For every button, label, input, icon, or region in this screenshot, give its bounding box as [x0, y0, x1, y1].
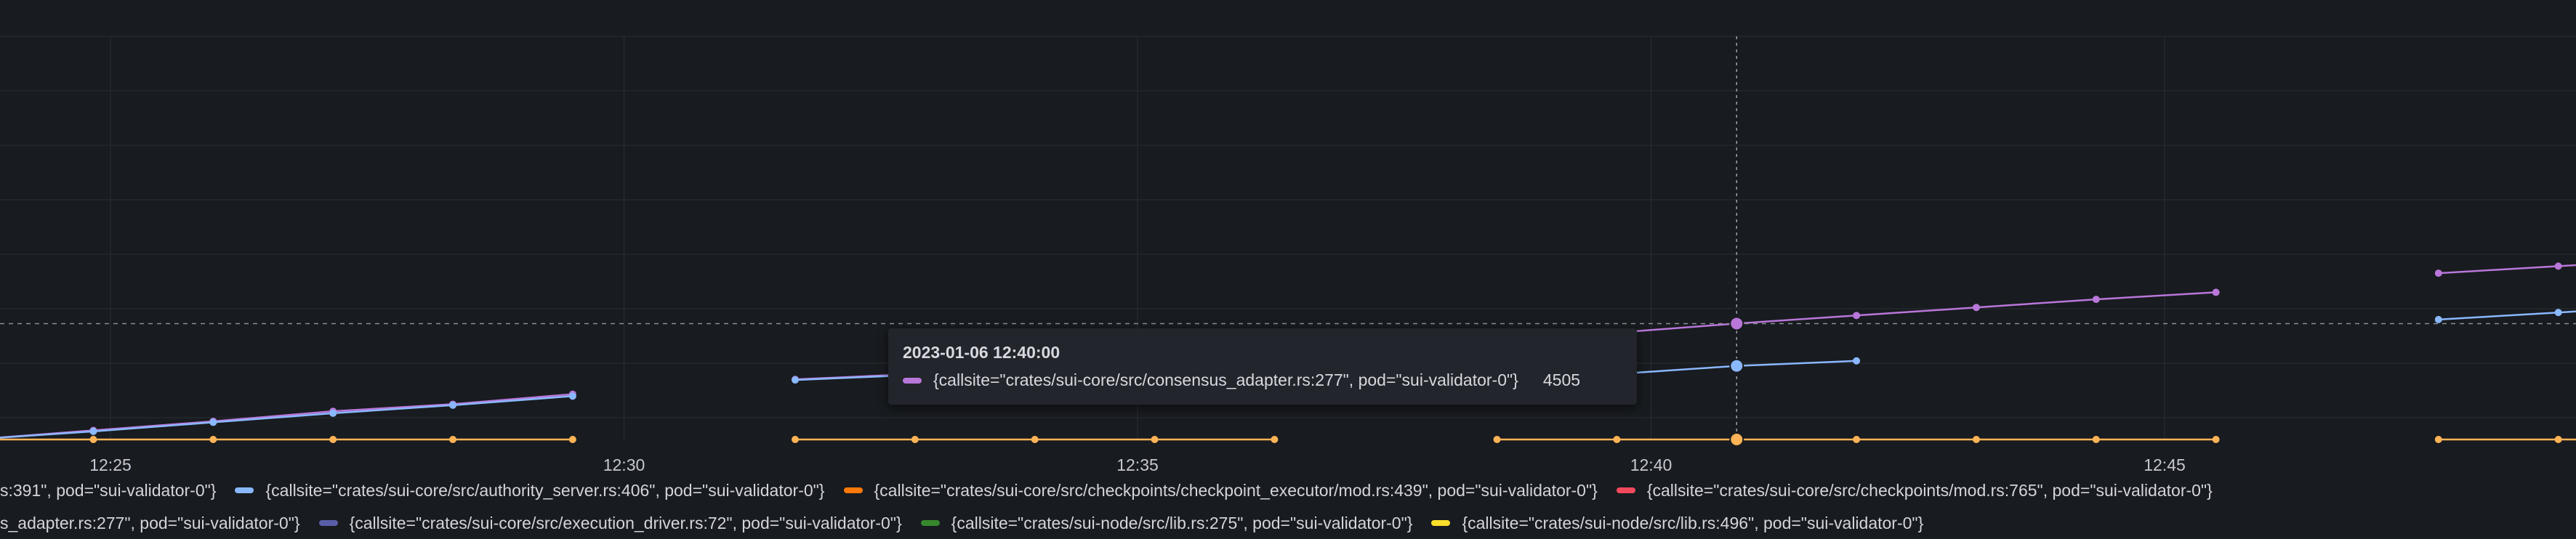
- tooltip-series-label: {callsite="crates/sui-core/src/consensus…: [933, 370, 1518, 389]
- data-point: [329, 409, 337, 417]
- data-point: [1853, 357, 1861, 365]
- legend-swatch: [318, 520, 338, 526]
- x-tick-label: 12:35: [1116, 455, 1159, 474]
- data-point: [2092, 436, 2100, 443]
- data-point: [209, 436, 217, 443]
- x-axis: 12:2512:3012:3512:4012:4512:5012:5513:00…: [89, 455, 2186, 474]
- legend-item[interactable]: {callsite="crates/sui-node/src/lib.rs:49…: [1431, 514, 1923, 533]
- legend-label: s_adapter.rs:277", pod="sui-validator-0"…: [0, 513, 300, 532]
- legend-item[interactable]: s:391", pod="sui-validator-0"}: [0, 481, 216, 500]
- legend-item[interactable]: {callsite="crates/sui-core/src/checkpoin…: [1616, 480, 2213, 500]
- legend-label: {callsite="crates/sui-core/src/execution…: [349, 513, 902, 532]
- data-point: [568, 436, 576, 443]
- data-point: [1972, 304, 1980, 312]
- data-point: [1493, 436, 1501, 443]
- data-point: [2434, 270, 2442, 277]
- legend-row: s_adapter.rs:277", pod="sui-validator-0"…: [0, 509, 1942, 537]
- data-point: [89, 436, 97, 443]
- legend-swatch: [843, 487, 863, 493]
- tooltip-row: {callsite="crates/sui-core/src/consensus…: [903, 370, 1580, 390]
- x-tick-label: 12:40: [1630, 455, 1673, 474]
- hover-point: [1729, 358, 1744, 373]
- data-point: [792, 376, 799, 384]
- x-tick-label: 12:25: [89, 455, 132, 474]
- legend-swatch: [235, 487, 254, 493]
- legend-swatch: [1431, 520, 1451, 526]
- legend-item[interactable]: {callsite="crates/sui-node/src/lib.rs:27…: [920, 513, 1413, 533]
- data-point: [2434, 315, 2442, 323]
- hover-point: [1729, 432, 1744, 447]
- data-point: [1031, 436, 1039, 443]
- hover-tooltip: 2023-01-06 12:40:00 {callsite="crates/su…: [888, 328, 1637, 405]
- chart-grid: [0, 36, 2576, 439]
- data-point: [329, 436, 337, 443]
- legend-label: s:391", pod="sui-validator-0"}: [0, 480, 217, 500]
- legend-label: {callsite="crates/sui-node/src/lib.rs:49…: [1462, 513, 1924, 532]
- legend-swatch: [1616, 487, 1635, 493]
- data-point: [911, 436, 919, 443]
- legend-item[interactable]: {callsite="crates/sui-core/src/execution…: [318, 513, 902, 533]
- data-point: [449, 436, 456, 443]
- legend-item[interactable]: s_adapter.rs:277", pod="sui-validator-0"…: [0, 514, 300, 533]
- data-point: [1151, 436, 1159, 443]
- data-point: [2212, 288, 2220, 296]
- data-point: [89, 427, 97, 435]
- data-point: [2554, 262, 2562, 270]
- data-point: [2092, 296, 2100, 304]
- data-point: [792, 436, 799, 443]
- legend-row: s:391", pod="sui-validator-0"} {callsite=…: [0, 477, 2231, 504]
- legend-item[interactable]: {callsite="crates/sui-core/src/checkpoin…: [843, 480, 1598, 500]
- data-point: [1972, 436, 1980, 443]
- data-point: [1613, 436, 1621, 443]
- legend-label: {callsite="crates/sui-core/src/authority…: [265, 480, 825, 500]
- tooltip-value: 4505: [1542, 370, 1581, 389]
- data-point: [1853, 312, 1861, 320]
- legend-label: {callsite="crates/sui-node/src/lib.rs:27…: [951, 513, 1413, 532]
- data-point: [1853, 436, 1861, 443]
- data-point: [1271, 436, 1279, 443]
- legend-item[interactable]: {callsite="crates/sui-core/src/authority…: [235, 480, 825, 500]
- hover-point: [1729, 316, 1744, 331]
- data-point: [2212, 436, 2220, 443]
- legend-swatch: [920, 520, 940, 526]
- tooltip-time: 2023-01-06 12:40:00: [903, 343, 1060, 362]
- data-point: [2554, 436, 2562, 443]
- data-point: [449, 401, 456, 409]
- legend-label: {callsite="crates/sui-core/src/checkpoin…: [1646, 480, 2213, 500]
- data-point: [209, 418, 217, 426]
- x-tick-label: 12:45: [2144, 455, 2186, 474]
- data-point: [2554, 309, 2562, 317]
- data-point: [2434, 436, 2442, 443]
- x-tick-label: 12:30: [603, 455, 645, 474]
- tooltip-series-swatch: [903, 377, 922, 384]
- data-point: [568, 392, 576, 400]
- legend-label: {callsite="crates/sui-core/src/checkpoin…: [874, 480, 1598, 500]
